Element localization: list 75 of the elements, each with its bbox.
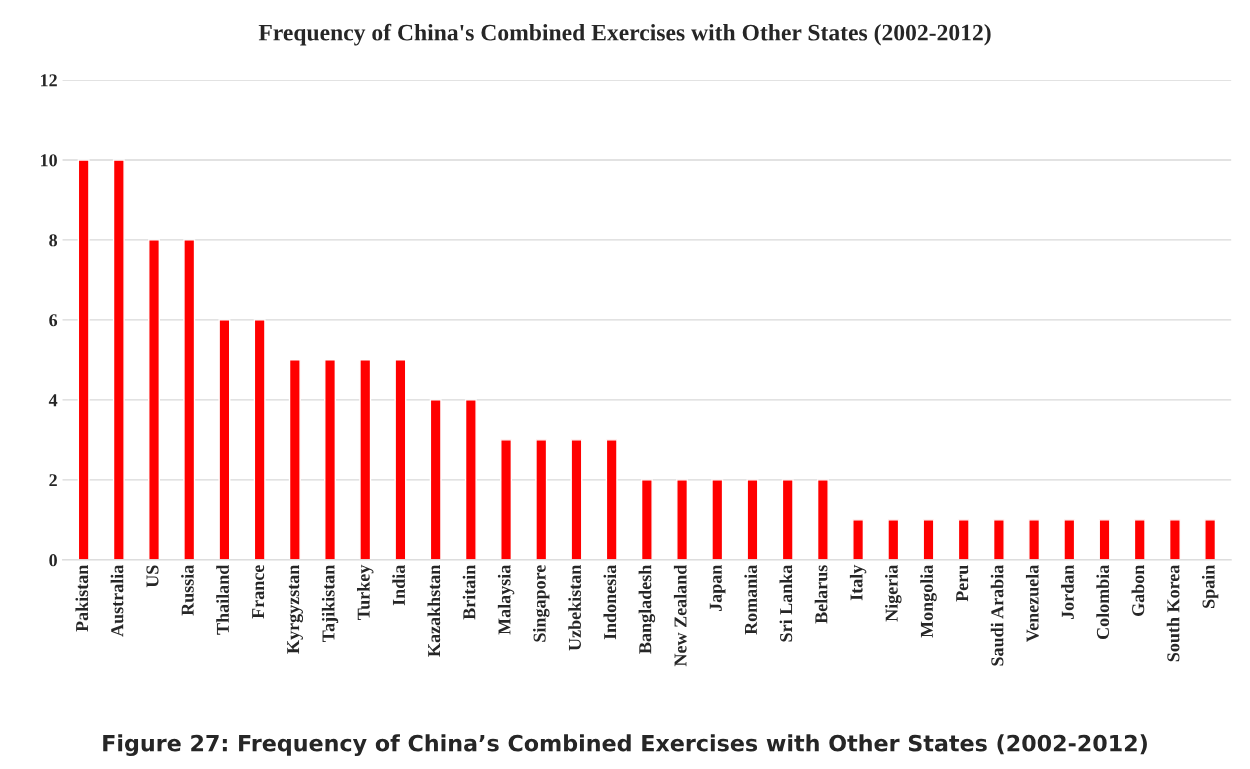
y-tick-label: 8 <box>49 234 58 247</box>
x-tick-label: Bangladesh <box>638 564 656 654</box>
bar <box>852 519 865 560</box>
bar <box>218 319 231 560</box>
bar <box>1133 519 1146 560</box>
bar <box>324 359 337 560</box>
chart-title: Frequency of China's Combined Exercises with Other States (2002-2012) <box>258 23 991 46</box>
x-tick-label: Japan <box>709 564 726 612</box>
bar <box>676 479 689 560</box>
bar <box>464 399 477 560</box>
x-tick-label: Turkey <box>357 564 374 620</box>
x-tick-label: Indonesia <box>603 564 617 640</box>
x-tick-label: Peru <box>956 565 969 602</box>
x-tick-label: Britain <box>462 564 476 620</box>
x-tick-label: Mongolia <box>920 564 937 638</box>
x-tick-label: India <box>392 564 405 606</box>
y-tick-label: 2 <box>49 474 57 487</box>
bar <box>1028 519 1041 560</box>
x-tick-label: Australia <box>110 564 124 637</box>
bar <box>640 479 653 560</box>
x-tick-label: Malaysia <box>497 564 515 635</box>
y-tick-label: 0 <box>49 554 57 567</box>
x-tick-label: New Zealand <box>673 564 687 667</box>
bar <box>359 359 372 560</box>
x-tick-label: Spain <box>1201 564 1219 608</box>
x-tick-label: Jordan <box>1061 564 1074 620</box>
x-tick-label: Kazakhstan <box>427 564 441 657</box>
bar <box>711 479 724 560</box>
bar <box>816 479 829 560</box>
bar <box>535 439 548 560</box>
x-tick-label: Uzbekistan <box>568 564 581 651</box>
bar <box>77 159 90 560</box>
bar <box>183 239 196 560</box>
y-tick-label: 10 <box>41 154 57 167</box>
y-tick-label: 6 <box>49 314 58 327</box>
x-tick-label: Pakistan <box>75 564 89 632</box>
x-tick-label: Singapore <box>533 565 550 642</box>
bar <box>394 359 407 560</box>
x-tick-label: Italy <box>849 564 867 601</box>
x-tick-label: US <box>146 565 159 588</box>
x-tick-label: Nigeria <box>885 564 902 622</box>
bar <box>781 479 794 560</box>
bar <box>1063 519 1076 560</box>
bar <box>1098 519 1111 560</box>
bar <box>746 479 759 560</box>
y-tick-label: 12 <box>41 74 57 87</box>
x-tick-label: France <box>252 565 265 619</box>
x-tick-label: Sri Lanka <box>779 564 793 642</box>
bar <box>570 439 583 560</box>
bar <box>1204 519 1217 560</box>
x-tick-label: Colombia <box>1096 564 1110 640</box>
bar <box>1168 519 1181 560</box>
bar <box>605 439 618 560</box>
x-tick-label: Russia <box>181 564 194 616</box>
bar <box>288 359 301 560</box>
bar <box>957 519 970 560</box>
x-tick-label: Gabon <box>1131 564 1145 616</box>
x-tick-label: South Korea <box>1166 564 1180 662</box>
bar <box>429 399 442 560</box>
x-tick-label: Venezuela <box>1025 564 1039 643</box>
bar <box>253 319 266 560</box>
x-tick-label: Belarus <box>814 565 828 624</box>
y-tick-label: 4 <box>48 394 58 407</box>
bar <box>148 239 161 560</box>
x-tick-label: Kyrgyzstan <box>287 564 304 654</box>
x-tick-label: Saudi Arabia <box>990 564 1004 666</box>
x-tick-label: Romania <box>744 564 757 635</box>
bar <box>992 519 1005 560</box>
bar <box>887 519 900 560</box>
bar <box>500 439 513 560</box>
bar <box>922 519 935 560</box>
x-tick-label: Tajikistan <box>321 564 339 643</box>
x-tick-label: Thailand <box>216 564 229 635</box>
bar <box>112 159 125 560</box>
caption: Figure 27: Frequency of China’s Combined Exercises with Other States (2002-2012) <box>103 734 1147 756</box>
